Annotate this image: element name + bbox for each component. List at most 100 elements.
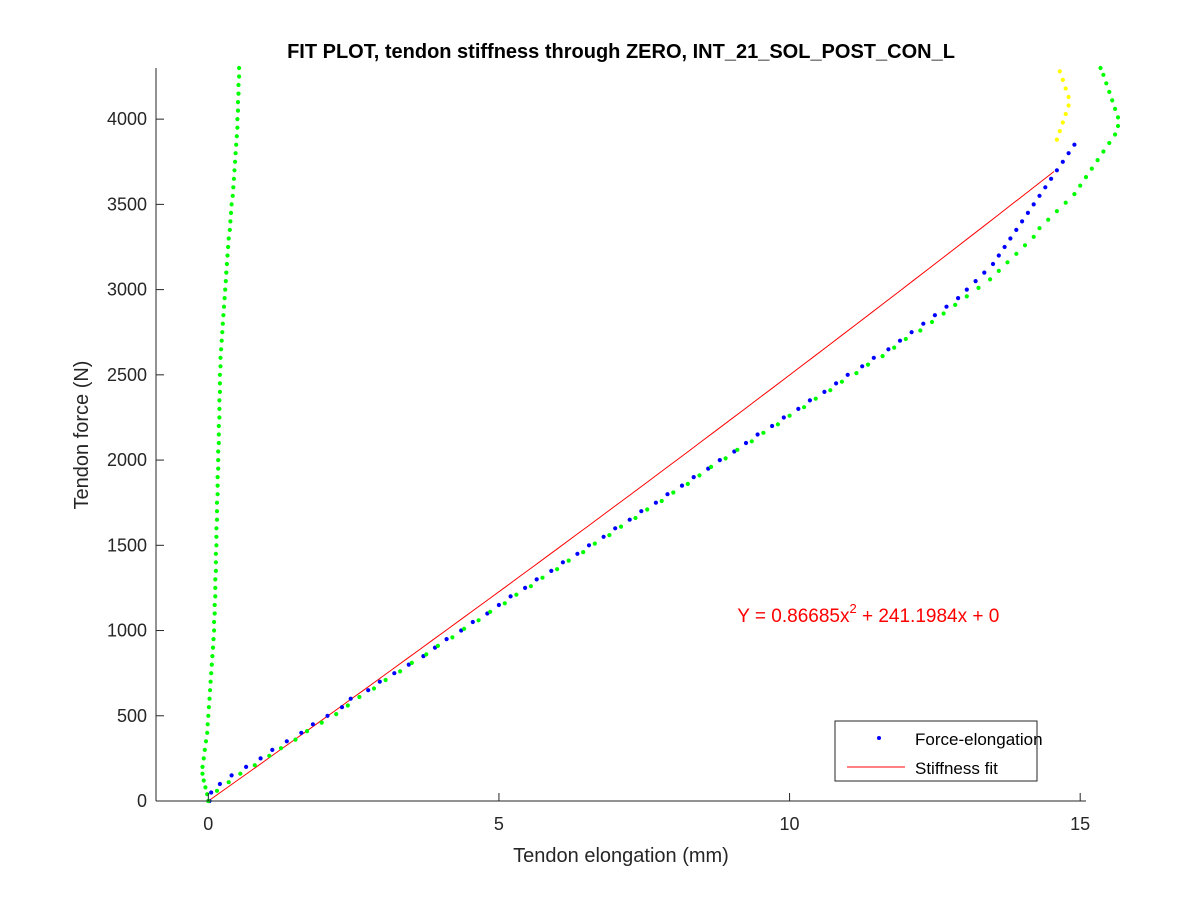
legend-marker-force-elongation <box>877 736 881 740</box>
data-point <box>1066 103 1071 108</box>
fit-equation-exponent: 2 <box>849 601 856 616</box>
data-point <box>828 388 833 393</box>
data-point <box>214 500 220 505</box>
data-point <box>659 498 664 504</box>
data-point <box>1060 77 1065 82</box>
data-point <box>1020 219 1025 224</box>
data-point <box>540 575 545 580</box>
data-point <box>234 134 239 139</box>
series-3 <box>200 65 242 804</box>
data-point <box>223 279 228 284</box>
data-point <box>1054 168 1059 173</box>
data-point <box>560 560 566 565</box>
data-point <box>903 336 908 342</box>
data-point <box>252 763 257 768</box>
data-point <box>218 364 223 369</box>
data-point <box>201 778 206 783</box>
data-point <box>1025 210 1030 215</box>
data-point <box>953 302 958 307</box>
data-point <box>216 440 221 446</box>
data-point <box>383 677 388 683</box>
x-tick-label: 15 <box>1070 814 1090 834</box>
data-point <box>212 602 217 608</box>
data-point <box>238 771 243 776</box>
data-point <box>523 585 528 591</box>
data-point <box>229 773 234 778</box>
data-point <box>208 688 213 693</box>
legend: Force-elongation Stiffness fit <box>834 720 1043 782</box>
data-point <box>217 398 222 403</box>
data-point <box>435 643 440 649</box>
data-point <box>216 432 221 437</box>
stiffness-fit-line <box>208 171 1055 802</box>
series-1 <box>206 65 1121 804</box>
y-tick-label: 2000 <box>107 450 147 470</box>
data-point <box>226 236 231 241</box>
data-point <box>749 439 754 444</box>
data-point <box>200 764 205 770</box>
data-point <box>1054 137 1059 142</box>
data-point <box>235 117 240 122</box>
data-point <box>293 737 298 742</box>
y-tick-label: 3000 <box>107 280 147 300</box>
data-point <box>964 294 969 299</box>
data-point <box>1095 158 1100 163</box>
data-point <box>627 517 632 522</box>
data-point <box>1060 120 1065 125</box>
data-point <box>209 790 214 795</box>
data-point <box>205 730 210 735</box>
data-point <box>691 475 696 480</box>
data-point <box>357 694 362 700</box>
data-point <box>258 756 263 761</box>
data-point <box>1104 81 1109 86</box>
data-point <box>470 619 475 625</box>
data-point <box>377 679 382 684</box>
data-point <box>709 464 714 469</box>
data-point <box>1031 234 1036 239</box>
data-point <box>990 261 996 267</box>
data-point <box>284 739 289 744</box>
data-point <box>201 756 206 761</box>
data-point <box>775 422 781 427</box>
data-point <box>206 713 211 718</box>
x-tick-label: 10 <box>780 814 800 834</box>
data-point <box>918 328 923 333</box>
data-point <box>944 304 949 309</box>
data-point <box>216 423 221 429</box>
data-point <box>1022 243 1028 248</box>
data-point <box>214 788 220 793</box>
data-point <box>796 406 801 411</box>
data-point <box>236 91 241 96</box>
x-ticks: 0 5 10 15 <box>203 793 1090 834</box>
data-point <box>214 534 219 539</box>
data-point <box>216 466 221 471</box>
data-point <box>219 338 224 343</box>
data-point <box>581 550 586 555</box>
data-point <box>214 517 220 522</box>
data-point <box>212 628 217 633</box>
data-point <box>528 584 534 589</box>
data-point <box>444 637 449 642</box>
data-point <box>1037 193 1042 198</box>
data-point <box>334 712 339 717</box>
data-point <box>618 524 624 529</box>
data-point <box>217 415 222 420</box>
data-point <box>409 660 414 666</box>
data-point <box>996 253 1001 258</box>
series-0 <box>207 142 1077 804</box>
data-point <box>398 669 403 674</box>
data-point <box>897 338 903 343</box>
data-point <box>211 637 216 642</box>
data-point <box>834 381 839 386</box>
data-point <box>208 679 213 684</box>
data-point <box>215 492 220 497</box>
x-axis-title: Tendon elongation (mm) <box>513 845 729 867</box>
chart-title: FIT PLOT, tendon stiffness through ZERO,… <box>287 41 955 63</box>
data-point <box>226 780 231 785</box>
data-point <box>653 500 659 505</box>
data-point <box>755 432 760 437</box>
data-point <box>1072 142 1077 147</box>
data-point <box>761 430 766 435</box>
data-point <box>639 509 644 514</box>
